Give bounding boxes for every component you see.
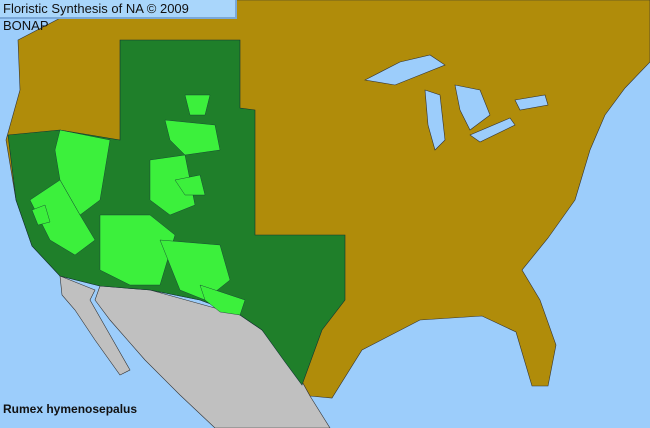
great-lakes bbox=[364, 54, 549, 151]
baja-california bbox=[59, 275, 131, 376]
range-counties-light-green bbox=[29, 94, 246, 316]
species-name: Rumex hymenosepalus bbox=[3, 402, 138, 416]
map-title: Floristic Synthesis of NA © 2009 BONAP bbox=[0, 0, 237, 33]
